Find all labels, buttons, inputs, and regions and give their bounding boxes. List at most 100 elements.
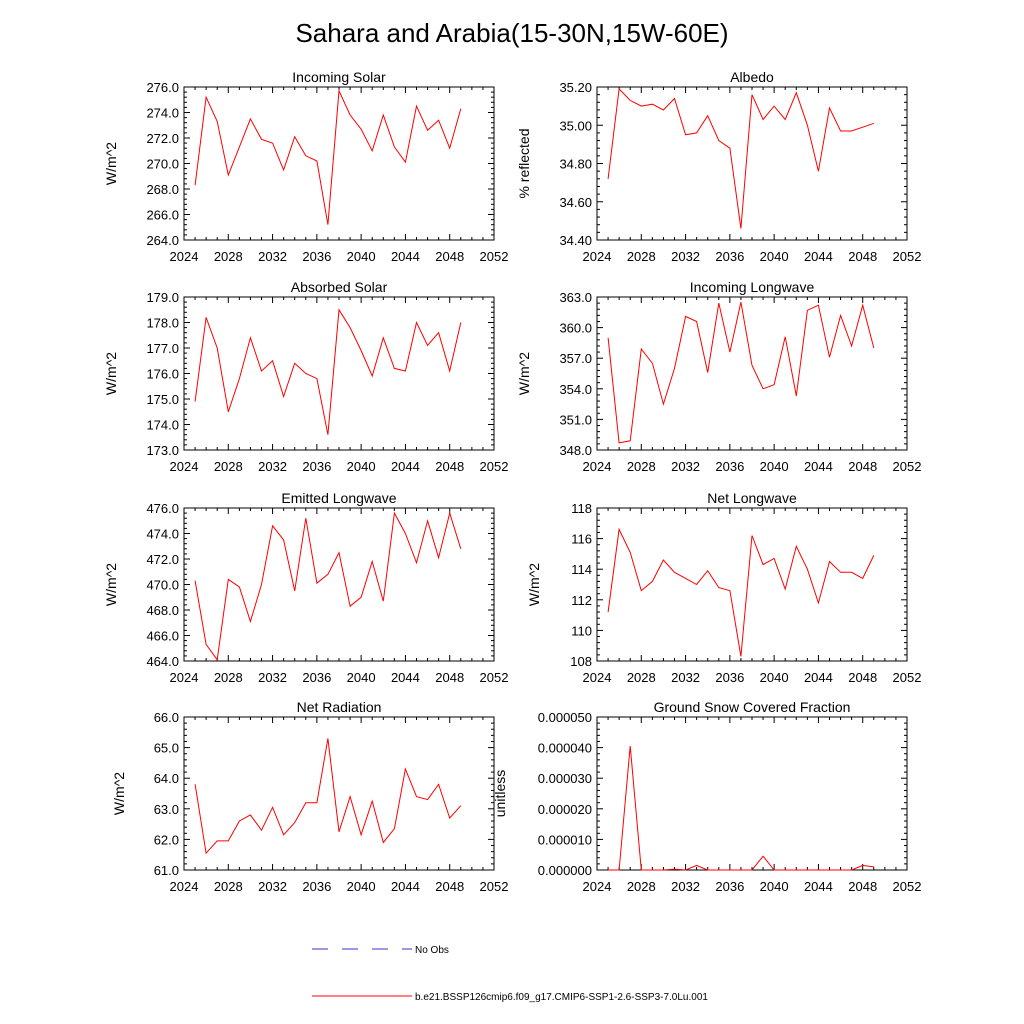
y-tick-label: 110 xyxy=(571,623,592,638)
y-axis-label: unitless xyxy=(492,770,508,817)
y-tick-label: 34.40 xyxy=(559,233,592,248)
x-tick-label: 2036 xyxy=(715,459,744,474)
x-axis: 2024 2028 2032 2036 2040 2044 2048 2052 xyxy=(583,508,922,685)
x-axis: 2024 2028 2032 2036 2040 2044 2048 2052 xyxy=(583,297,922,474)
y-tick-label: 63.0 xyxy=(154,802,179,817)
x-tick-label: 2048 xyxy=(435,879,464,894)
y-axis: 173.0 174.0 175.0 176.0 177.0 178.0 179.0 xyxy=(146,290,494,458)
y-axis: 61.0 62.0 63.0 64.0 65.0 66.0 xyxy=(154,710,494,878)
series-line xyxy=(194,738,462,855)
y-axis: 464.0 466.0 468.0 470.0 472.0 474.0 476.0 xyxy=(146,501,494,669)
panel-title: Incoming Longwave xyxy=(690,279,815,295)
x-tick-label: 2036 xyxy=(715,879,744,894)
legend-label-run: b.e21.BSSP126cmip6.f09_g17.CMIP6-SSP1-2.… xyxy=(415,992,708,1003)
x-tick-label: 2028 xyxy=(627,670,656,685)
y-tick-label: 66.0 xyxy=(154,710,179,725)
x-tick-label: 2032 xyxy=(671,249,700,264)
y-axis-label: W/m^2 xyxy=(526,563,542,606)
x-tick-label: 2028 xyxy=(214,670,243,685)
x-tick-label: 2028 xyxy=(214,249,243,264)
y-axis-label: W/m^2 xyxy=(111,772,127,815)
x-tick-label: 2052 xyxy=(480,879,509,894)
y-tick-label: 274.0 xyxy=(146,106,179,121)
panel-4: Emitted Longwave 2024 2028 2032 2036 2040 2044… xyxy=(103,490,508,685)
x-tick-label: 2028 xyxy=(627,249,656,264)
x-tick-label: 2052 xyxy=(893,879,922,894)
x-tick-label: 2040 xyxy=(760,249,789,264)
x-tick-label: 2024 xyxy=(170,249,199,264)
y-axis: 264.0 266.0 268.0 270.0 272.0 274.0 276.0 xyxy=(146,80,494,248)
x-tick-label: 2044 xyxy=(391,249,420,264)
series-line xyxy=(194,308,462,435)
y-tick-label: 176.0 xyxy=(146,367,179,382)
x-tick-label: 2048 xyxy=(435,459,464,474)
x-axis: 2024 2028 2032 2036 2040 2044 2048 2052 xyxy=(170,87,509,264)
y-tick-label: 466.0 xyxy=(146,629,179,644)
x-tick-label: 2052 xyxy=(480,670,509,685)
x-tick-label: 2044 xyxy=(804,459,833,474)
x-tick-label: 2024 xyxy=(583,459,612,474)
x-tick-label: 2028 xyxy=(214,879,243,894)
series-line xyxy=(608,746,874,871)
plot-frame xyxy=(596,86,908,241)
plot-frame xyxy=(183,86,495,241)
x-tick-label: 2032 xyxy=(258,879,287,894)
plot-frame xyxy=(183,296,495,451)
x-tick-label: 2024 xyxy=(170,879,199,894)
x-tick-label: 2024 xyxy=(583,249,612,264)
series-line xyxy=(607,301,875,444)
x-tick-label: 2052 xyxy=(893,670,922,685)
y-tick-label: 363.0 xyxy=(559,290,592,305)
plot-frame xyxy=(596,716,908,871)
x-axis: 2024 2028 2032 2036 2040 2044 2048 2052 xyxy=(170,508,509,685)
x-tick-label: 2028 xyxy=(627,459,656,474)
x-tick-label: 2040 xyxy=(760,879,789,894)
x-tick-label: 2048 xyxy=(435,249,464,264)
y-tick-label: 470.0 xyxy=(146,578,179,593)
y-tick-label: 34.60 xyxy=(559,195,592,210)
y-axis-label: W/m^2 xyxy=(516,352,532,395)
y-tick-label: 178.0 xyxy=(146,316,179,331)
x-tick-label: 2052 xyxy=(893,459,922,474)
x-tick-label: 2032 xyxy=(671,459,700,474)
figure-title: Sahara and Arabia(15-30N,15W-60E) xyxy=(295,18,728,48)
panel-title: Incoming Solar xyxy=(292,69,386,85)
panel-title: Ground Snow Covered Fraction xyxy=(654,699,851,715)
y-tick-label: 62.0 xyxy=(154,832,179,847)
y-tick-label: 472.0 xyxy=(146,552,179,567)
x-tick-label: 2044 xyxy=(804,670,833,685)
x-tick-label: 2048 xyxy=(848,879,877,894)
x-tick-label: 2024 xyxy=(170,459,199,474)
x-axis: 2024 2028 2032 2036 2040 2044 2048 2052 xyxy=(583,717,922,894)
y-tick-label: 351.0 xyxy=(559,412,592,427)
y-tick-label: 173.0 xyxy=(146,443,179,458)
y-tick-label: 116 xyxy=(571,532,592,547)
panel-title: Net Longwave xyxy=(707,490,797,506)
y-tick-label: 348.0 xyxy=(559,443,592,458)
y-axis: 0.000000 0.000010 0.000020 0.000030 0.000040… xyxy=(538,710,907,878)
y-tick-label: 179.0 xyxy=(146,290,179,305)
y-axis: 108 110 112 114 116 118 xyxy=(570,501,907,669)
x-tick-label: 2036 xyxy=(302,879,331,894)
x-tick-label: 2024 xyxy=(170,670,199,685)
legend-label-no-obs: No Obs xyxy=(415,945,449,956)
y-tick-label: 61.0 xyxy=(154,863,179,878)
y-tick-label: 0.000000 xyxy=(538,863,592,878)
y-tick-label: 64.0 xyxy=(154,771,179,786)
y-tick-label: 34.80 xyxy=(559,157,592,172)
plot-frame xyxy=(183,507,495,662)
y-tick-label: 174.0 xyxy=(146,418,179,433)
x-tick-label: 2028 xyxy=(214,459,243,474)
x-tick-label: 2052 xyxy=(480,249,509,264)
x-tick-label: 2052 xyxy=(480,459,509,474)
x-tick-label: 2024 xyxy=(583,670,612,685)
x-tick-label: 2040 xyxy=(347,459,376,474)
x-tick-label: 2036 xyxy=(715,670,744,685)
y-tick-label: 468.0 xyxy=(146,603,179,618)
y-tick-label: 35.00 xyxy=(559,118,592,133)
y-tick-label: 268.0 xyxy=(146,182,179,197)
y-tick-label: 270.0 xyxy=(146,157,179,172)
